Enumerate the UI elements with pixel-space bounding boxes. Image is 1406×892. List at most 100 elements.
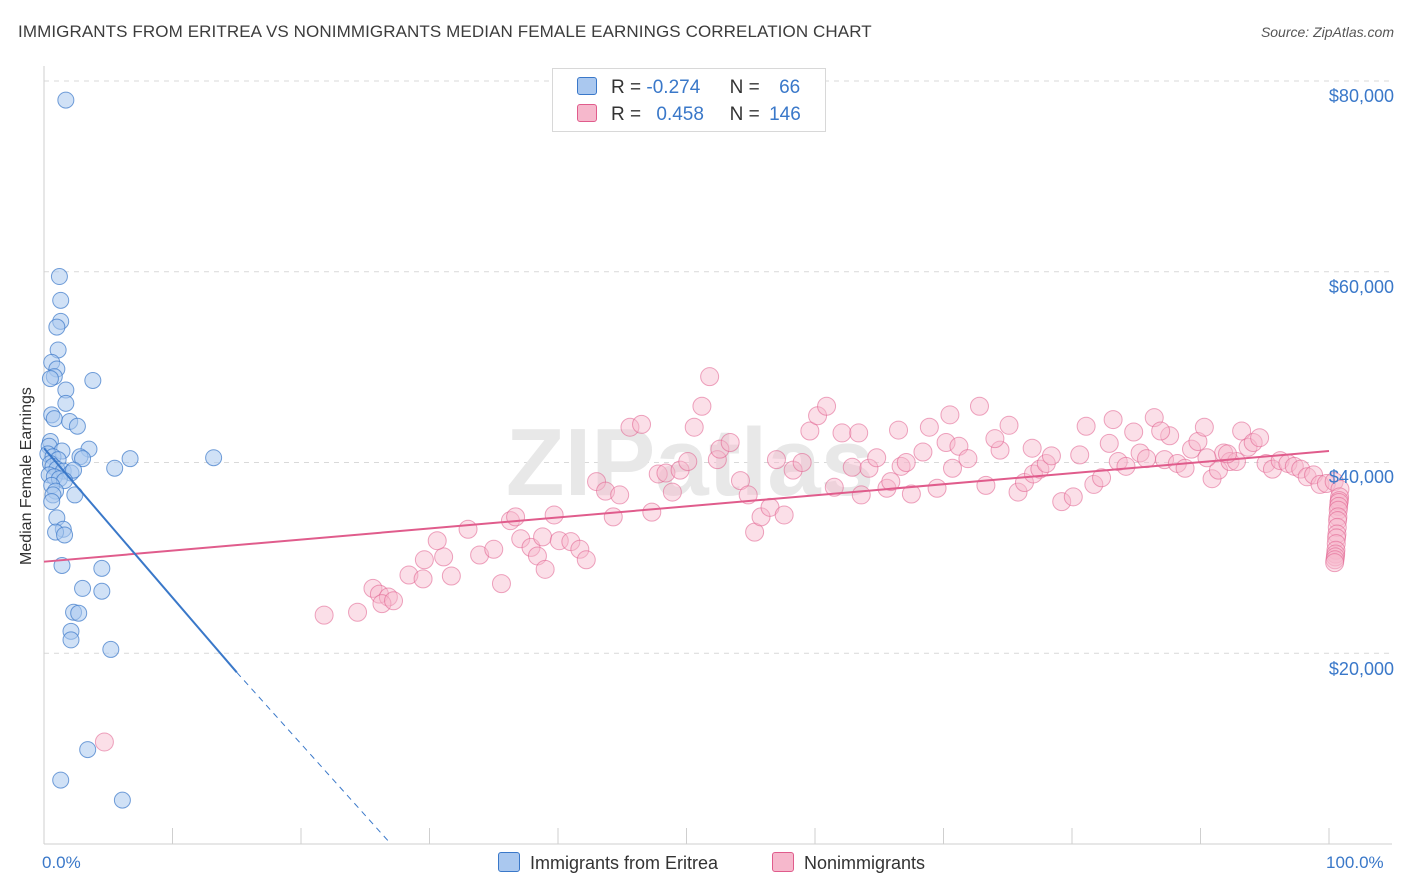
- legend-row-nonimmigrants: R = 0.458 N = 146: [577, 104, 801, 126]
- nonimmigrants-point: [896, 453, 916, 472]
- nonimmigrants-point: [506, 507, 526, 527]
- eritrea-point: [79, 741, 97, 759]
- nonimmigrants-point: [348, 602, 368, 622]
- eritrea-n-value: 66: [779, 77, 801, 98]
- eritrea-point: [84, 371, 102, 389]
- nonimmigrants-point: [824, 477, 844, 497]
- bottom-legend-nonimmigrants: Nonimmigrants: [772, 852, 925, 874]
- watermark: ZIPatlas: [506, 409, 874, 516]
- correlation-legend: R = -0.274 N = 66 R = 0.458 N = 146: [552, 68, 826, 132]
- nonimmigrants-point: [889, 420, 909, 440]
- eritrea-point: [50, 268, 68, 286]
- y-tick-20000: $20,000: [1328, 659, 1394, 679]
- nonimmigrants-point: [656, 463, 676, 483]
- nonimmigrants-point: [1197, 448, 1217, 468]
- nonimmigrants-point: [314, 605, 334, 625]
- nonimmigrants-points: [94, 367, 1350, 752]
- eritrea-legend-swatch: [498, 852, 520, 872]
- nonimmigrants-point: [936, 432, 956, 452]
- eritrea-point: [52, 291, 70, 309]
- eritrea-point: [106, 459, 124, 477]
- nonimmigrants-point: [1182, 439, 1202, 459]
- nonimmigrants-point: [1324, 472, 1344, 492]
- nonimmigrants-point: [774, 505, 794, 525]
- nonimmigrants-point: [632, 414, 652, 434]
- nonimmigrants-legend-swatch: [772, 852, 794, 872]
- nonimmigrants-point: [372, 594, 392, 614]
- nonimmigrants-point: [849, 423, 869, 443]
- eritrea-point: [66, 486, 84, 504]
- nonimmigrants-point: [766, 450, 786, 470]
- eritrea-point: [62, 631, 80, 649]
- nonimmigrants-r-value: 0.458: [656, 104, 704, 125]
- x-tick-min: 0.0%: [42, 853, 81, 872]
- nonimmigrants-point: [491, 574, 511, 594]
- nonimmigrants-point: [1022, 438, 1042, 458]
- eritrea-point: [57, 394, 75, 412]
- nonimmigrants-point: [427, 531, 447, 551]
- nonimmigrants-point: [434, 547, 454, 567]
- nonimmigrants-point: [859, 458, 879, 478]
- nonimmigrants-point: [881, 472, 901, 492]
- nonimmigrants-point: [901, 484, 921, 504]
- eritrea-point: [121, 450, 139, 468]
- nonimmigrants-point: [484, 539, 504, 559]
- nonimmigrants-point: [570, 539, 590, 559]
- nonimmigrants-point: [1076, 416, 1096, 436]
- source-label: Source: ZipAtlas.com: [1260, 24, 1394, 40]
- trend-lines: [43, 447, 1330, 845]
- nonimmigrants-trend-line: [43, 450, 1330, 563]
- nonimmigrants-point: [620, 417, 640, 437]
- nonimmigrants-point: [1291, 459, 1311, 479]
- nonimmigrants-point: [384, 591, 404, 611]
- eritrea-point: [102, 640, 120, 658]
- nonimmigrants-point: [985, 429, 1005, 449]
- nonimmigrants-point: [441, 566, 461, 586]
- nonimmigrants-point: [1070, 445, 1090, 465]
- nonimmigrants-point: [576, 550, 596, 570]
- eritrea-point: [52, 771, 70, 789]
- eritrea-point: [93, 582, 111, 600]
- eritrea-point: [205, 449, 223, 467]
- nonimmigrants-point: [1116, 456, 1136, 476]
- eritrea-point: [93, 559, 111, 577]
- nonimmigrants-point: [1099, 433, 1119, 453]
- nonimmigrants-point: [1250, 428, 1270, 448]
- y-tick-80000: $80,000: [1328, 86, 1394, 106]
- eritrea-point: [53, 557, 71, 575]
- chart-title: IMMIGRANTS FROM ERITREA VS NONIMMIGRANTS…: [18, 22, 872, 41]
- nonimmigrants-point: [648, 464, 668, 484]
- eritrea-point: [45, 410, 63, 428]
- nonimmigrants-point: [603, 507, 623, 527]
- nonimmigrants-point: [999, 415, 1019, 435]
- nonimmigrants-point: [662, 482, 682, 502]
- bottom-legend-eritrea: Immigrants from Eritrea: [498, 852, 718, 874]
- nonimmigrants-point: [692, 396, 712, 416]
- nonimmigrants-point: [684, 417, 704, 437]
- nonimmigrants-point: [610, 485, 630, 505]
- nonimmigrants-point: [1041, 446, 1061, 466]
- nonimmigrants-point: [1326, 534, 1346, 554]
- eritrea-point: [113, 791, 131, 809]
- eritrea-point: [74, 579, 92, 597]
- nonimmigrants-point: [1160, 426, 1180, 446]
- eritrea-points: [39, 91, 223, 809]
- nonimmigrants-point: [1137, 449, 1157, 469]
- nonimmigrants-point: [678, 452, 698, 472]
- nonimmigrants-point: [913, 442, 933, 462]
- nonimmigrants-point: [1328, 511, 1348, 531]
- nonimmigrants-point: [1194, 417, 1214, 437]
- eritrea-trend-extension: [236, 671, 392, 845]
- nonimmigrants-swatch: [577, 104, 597, 122]
- eritrea-trend-line: [43, 447, 238, 673]
- nonimmigrants-point: [1232, 421, 1252, 441]
- eritrea-r-value: -0.274: [646, 77, 701, 98]
- nonimmigrants-point: [990, 440, 1010, 460]
- nonimmigrants-point: [1124, 422, 1144, 442]
- nonimmigrants-point: [544, 505, 564, 525]
- y-tick-40000: $40,000: [1328, 467, 1394, 487]
- nonimmigrants-point: [720, 432, 740, 452]
- nonimmigrants-point: [1310, 474, 1330, 494]
- nonimmigrants-point: [399, 565, 419, 585]
